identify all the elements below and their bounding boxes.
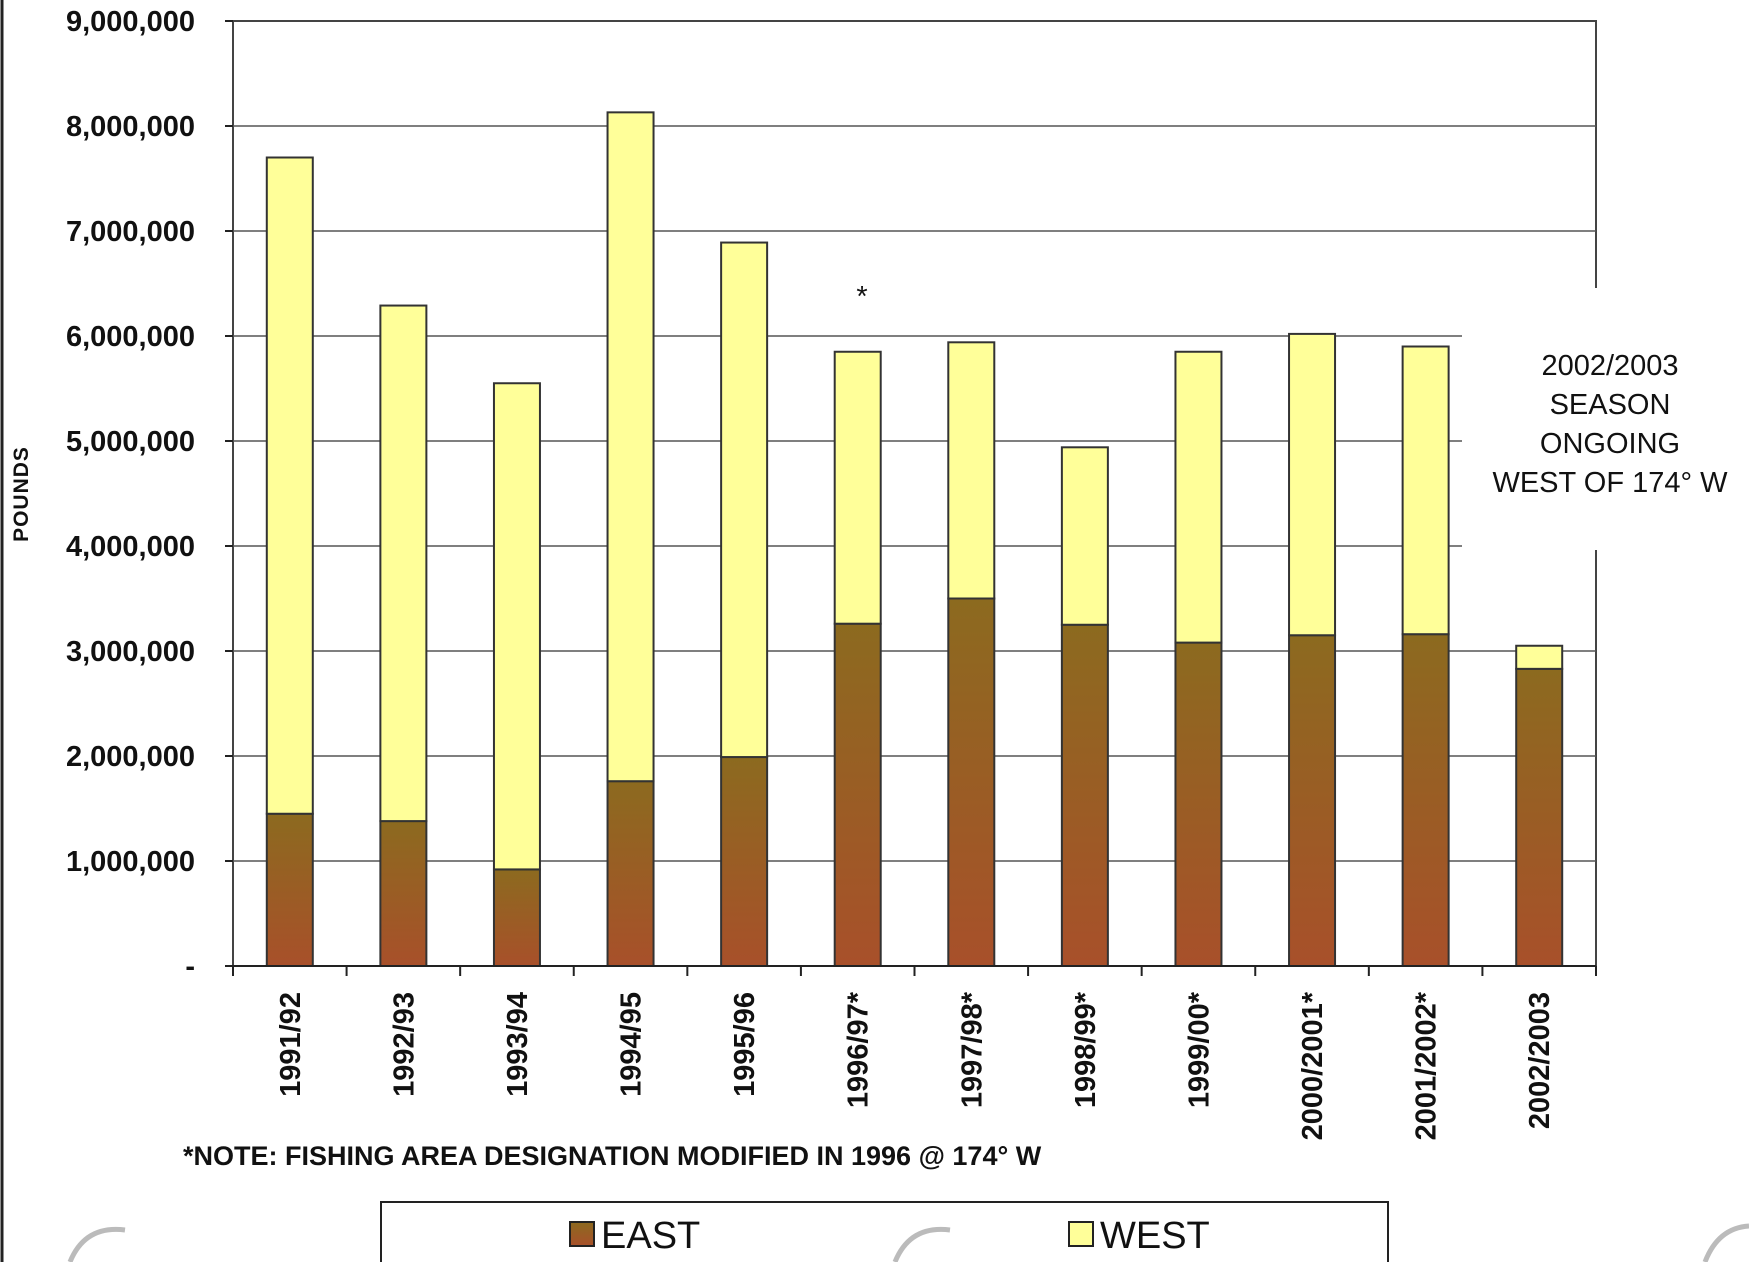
y-tick-label-2: 2,000,000 <box>66 741 195 773</box>
x-tick-label-1: 1992/93 <box>388 992 420 1097</box>
y-tick-label-5: 5,000,000 <box>66 426 195 458</box>
bar-east-10 <box>1401 633 1450 967</box>
asterisk-marker: * <box>856 281 867 313</box>
x-tick-label-10: 2001/2002* <box>1411 991 1443 1140</box>
bar-west-5 <box>833 350 882 625</box>
y-tick-label-4: 4,000,000 <box>66 531 195 563</box>
legend-box <box>380 1201 1389 1262</box>
y-tick-labels: - 1,000,000 2,000,000 3,000,000 4,000,000 5,0… <box>66 6 195 983</box>
x-tick-label-4: 1995/96 <box>729 992 761 1097</box>
y-tick-label-0: - <box>185 951 195 983</box>
x-tick-label-6: 1997/98* <box>956 991 988 1108</box>
bar-west-10 <box>1401 345 1450 636</box>
y-tick-label-7: 7,000,000 <box>66 216 195 248</box>
legend-swatch-west <box>1068 1221 1094 1247</box>
plot-frame <box>232 20 1597 967</box>
page-curl-middle <box>892 1226 951 1262</box>
y-axis-title: POUNDS <box>10 446 33 542</box>
page-curl-right <box>1702 1223 1749 1262</box>
bar-east-11 <box>1515 667 1564 967</box>
bar-east-5 <box>833 622 882 967</box>
legend-label-east: EAST <box>601 1215 700 1257</box>
x-tick-label-0: 1991/92 <box>275 992 307 1097</box>
x-tick-labels: 1991/92 1992/93 1993/94 1994/95 1995/96 1996/… <box>232 966 1597 1140</box>
season-annotation-box <box>1462 288 1749 550</box>
y-tick-label-6: 6,000,000 <box>66 321 195 353</box>
y-tick-label-9: 9,000,000 <box>66 6 195 38</box>
bar-west-9 <box>1288 332 1337 637</box>
bar-west-1 <box>379 304 428 823</box>
y-tick-label-1: 1,000,000 <box>66 846 195 878</box>
bar-east-1 <box>379 820 428 967</box>
bars <box>265 111 1564 968</box>
legend-label-west: WEST <box>1100 1215 1210 1257</box>
bar-west-8 <box>1174 350 1223 644</box>
x-tick-label-9: 2000/2001* <box>1297 991 1329 1140</box>
legend-swatch-east <box>569 1221 595 1247</box>
bar-west-2 <box>492 382 541 871</box>
bar-west-11 <box>1515 644 1564 670</box>
bar-east-8 <box>1174 641 1223 967</box>
y-tick-label-3: 3,000,000 <box>66 636 195 668</box>
x-tick-label-5: 1996/97* <box>843 991 875 1108</box>
bar-east-3 <box>606 780 655 968</box>
season-annotation-line-3: ONGOING <box>1540 428 1680 460</box>
bar-east-7 <box>1060 623 1109 967</box>
season-annotation: 2002/2003 SEASON ONGOING WEST OF 174° W <box>1492 350 1728 499</box>
footnote: *NOTE: FISHING AREA DESIGNATION MODIFIED… <box>183 1141 1042 1171</box>
page-curl-left <box>67 1226 126 1262</box>
bar-west-6 <box>947 341 996 600</box>
bar-east-4 <box>720 756 769 967</box>
gridlines <box>225 20 1596 967</box>
bar-east-6 <box>947 597 996 967</box>
bar-west-7 <box>1060 446 1109 626</box>
x-tick-label-8: 1999/00* <box>1183 991 1215 1108</box>
x-tick-label-11: 2002/2003 <box>1524 992 1556 1129</box>
x-tick-label-7: 1998/99* <box>1070 991 1102 1108</box>
season-annotation-line-2: SEASON <box>1550 389 1671 421</box>
season-annotation-line-1: 2002/2003 <box>1541 350 1678 382</box>
bar-west-3 <box>606 111 655 783</box>
bar-west-0 <box>265 156 314 815</box>
bar-east-2 <box>492 868 541 968</box>
x-tick-label-2: 1993/94 <box>502 992 534 1097</box>
bar-east-9 <box>1288 634 1337 967</box>
bar-east-0 <box>265 812 314 967</box>
x-tick-label-3: 1994/95 <box>616 992 648 1097</box>
bar-west-4 <box>720 241 769 759</box>
y-tick-label-8: 8,000,000 <box>66 111 195 143</box>
season-annotation-line-4: WEST OF 174° W <box>1492 467 1728 499</box>
